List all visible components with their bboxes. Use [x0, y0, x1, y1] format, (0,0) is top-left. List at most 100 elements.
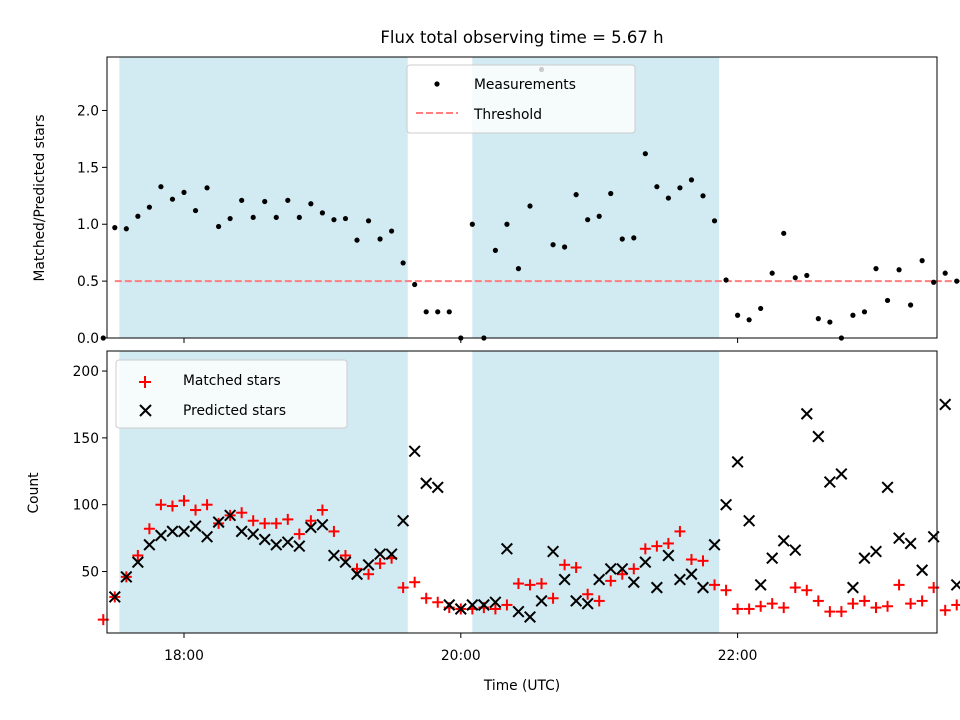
matched-star-point	[132, 549, 144, 561]
x-stroke	[500, 542, 513, 555]
x-stroke	[673, 573, 686, 586]
x-stroke	[189, 520, 202, 533]
matched-star-point	[905, 598, 917, 610]
predicted-star-point	[731, 455, 744, 468]
x-stroke	[823, 475, 836, 488]
predicted-star-point	[754, 578, 767, 591]
y-tick-label: 2.0	[77, 103, 99, 119]
x-stroke	[731, 455, 744, 468]
matched-star-point	[939, 604, 951, 616]
predicted-star-point	[235, 525, 248, 538]
matched-star-point	[236, 507, 248, 519]
measurement-point	[216, 223, 222, 230]
predicted-star-point	[512, 605, 525, 618]
legend-measurements-label: Measurements	[474, 77, 576, 93]
predicted-star-point	[835, 467, 848, 480]
predicted-star-point	[247, 528, 260, 541]
matched-star-point	[339, 549, 351, 561]
y-tick-label: 1.0	[77, 217, 99, 233]
matched-star-point	[628, 563, 640, 575]
predicted-star-point	[270, 538, 283, 551]
x-stroke	[454, 602, 467, 615]
x-stroke	[466, 598, 479, 611]
matched-star-point	[259, 517, 271, 529]
predicted-star-point	[189, 520, 202, 533]
matched-star-point	[743, 603, 755, 615]
measurement-point	[631, 235, 637, 241]
x-stroke	[777, 534, 790, 547]
measurement-point	[804, 272, 810, 279]
matched-star-point	[651, 540, 663, 552]
predicted-star-point	[258, 533, 271, 546]
bottom-panel-frame	[106, 350, 938, 634]
x-stroke	[420, 477, 433, 490]
predicted-star-point	[397, 514, 410, 527]
measurement-point	[239, 197, 245, 203]
x-stroke	[743, 514, 756, 527]
measurement-point	[608, 190, 614, 197]
legend-predicted-marker	[139, 404, 152, 417]
x-stroke	[950, 580, 960, 591]
measurement-point	[711, 218, 718, 224]
x-stroke	[662, 549, 675, 562]
top-panel-frame	[106, 56, 938, 339]
predicted-star-point	[281, 536, 294, 549]
matched-star-point	[155, 499, 167, 511]
matched-star-point	[732, 603, 744, 615]
x-stroke	[304, 521, 317, 534]
predicted-star-point	[685, 568, 698, 581]
matched-star-point	[512, 578, 524, 590]
matched-star-point	[559, 559, 571, 571]
y-tick-label: 100	[73, 498, 99, 514]
x-stroke	[639, 556, 652, 569]
matched-star-point	[489, 603, 501, 615]
measurement-point	[723, 277, 729, 283]
measurement-point	[192, 207, 199, 214]
predicted-star-point	[904, 537, 917, 550]
x-stroke	[916, 564, 929, 577]
x-stroke	[316, 518, 329, 531]
predicted-star-point	[627, 576, 640, 589]
x-stroke	[650, 581, 663, 594]
predicted-star-point	[374, 548, 387, 561]
x-stroke	[604, 562, 617, 575]
predicted-star-point	[650, 581, 663, 594]
x-stroke	[293, 540, 306, 553]
x-stroke	[489, 596, 502, 609]
predicted-star-point	[696, 581, 710, 594]
predicted-star-point	[350, 568, 364, 581]
y-tick-label: 50	[81, 565, 99, 581]
y-tick-label: 200	[73, 364, 99, 380]
predicted-star-point	[800, 407, 813, 420]
predicted-star-point	[431, 481, 444, 494]
predicted-star-point	[420, 477, 433, 490]
predicted-star-point	[916, 564, 929, 577]
x-stroke	[708, 538, 721, 551]
matched-star-point	[951, 599, 960, 611]
predicted-star-point	[558, 573, 571, 586]
x-stroke	[835, 467, 848, 480]
measurement-point	[135, 213, 141, 219]
measurement-point	[446, 309, 452, 315]
measurement-point	[665, 195, 672, 201]
y-tick-label: 0.0	[77, 331, 99, 347]
predicted-star-point	[708, 538, 721, 551]
predicted-star-point	[454, 602, 467, 615]
measurement-point	[735, 312, 741, 318]
measurement-point	[908, 302, 914, 308]
x-stroke	[754, 578, 767, 591]
predicted-star-point	[823, 475, 836, 488]
measurement-point	[400, 260, 406, 266]
measurement-point	[469, 221, 475, 227]
x-stroke	[570, 594, 583, 607]
y-tick-label: 150	[73, 431, 99, 447]
bottom-legend-box	[115, 359, 348, 429]
matched-star-point	[190, 504, 202, 516]
predicted-star-point	[500, 542, 513, 555]
measurement-point	[919, 258, 925, 264]
matched-star-point	[536, 578, 548, 590]
x-stroke	[846, 581, 859, 594]
measurement-point	[596, 213, 602, 219]
matched-star-point	[570, 562, 582, 574]
